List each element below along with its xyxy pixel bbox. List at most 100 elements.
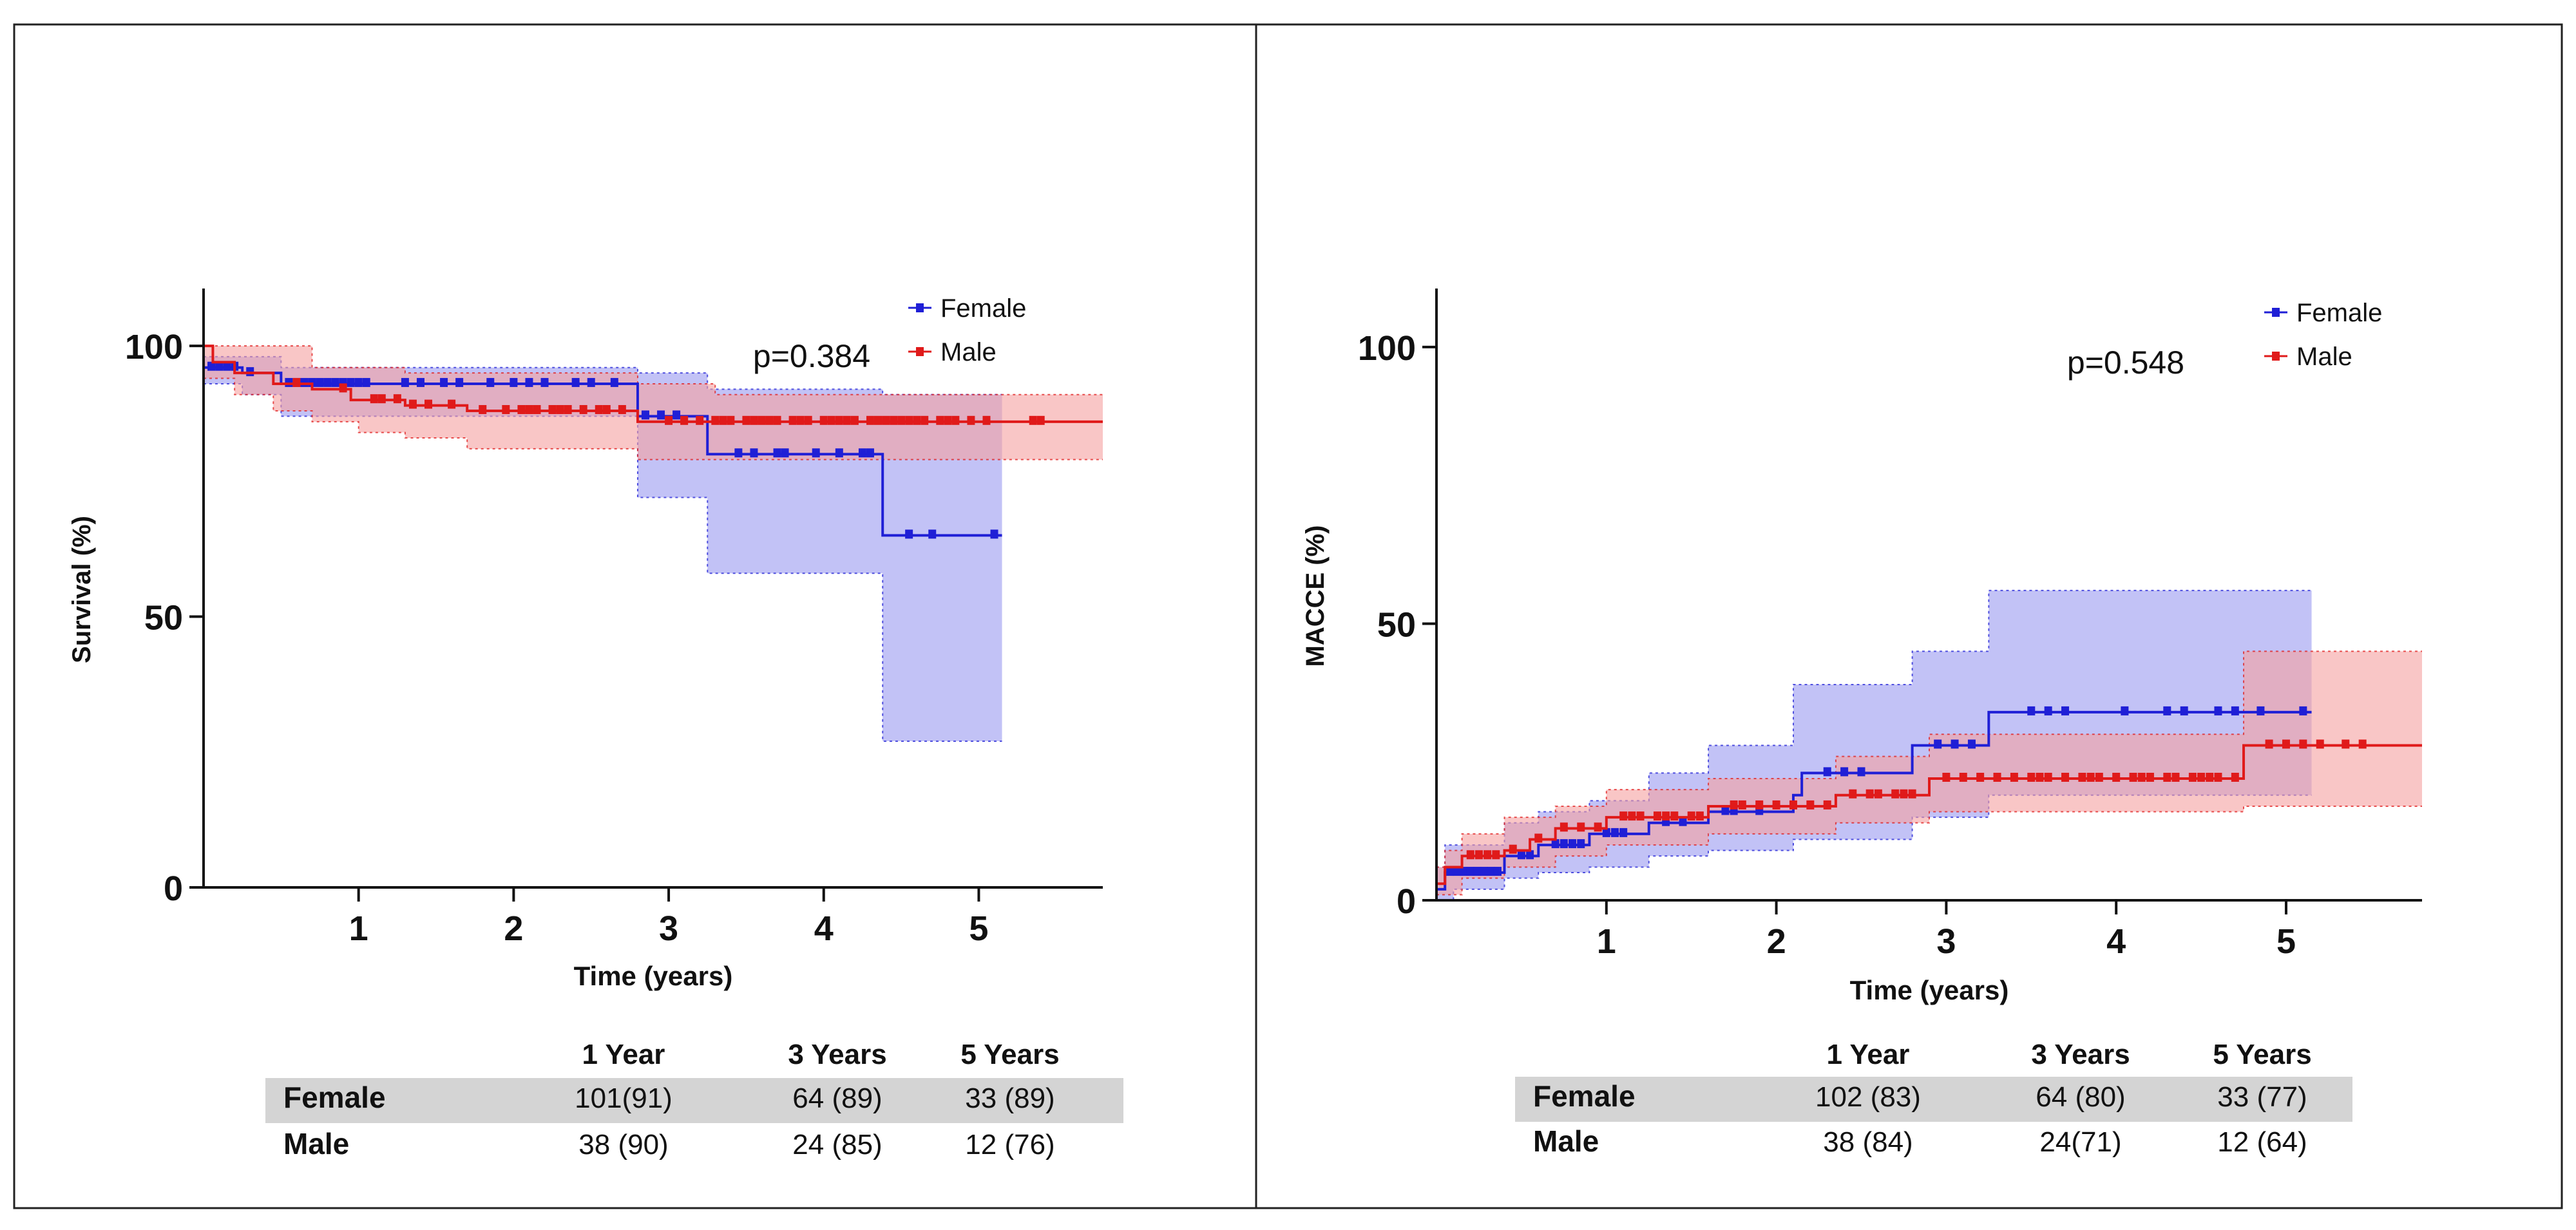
censor-mark-male [696,415,704,425]
censor-mark-male [788,415,797,425]
censor-mark-male [339,383,347,393]
censor-mark-male [796,415,805,425]
censor-mark-male [1484,850,1492,860]
y-tick-label: 100 [125,328,183,366]
censor-mark-female [2163,706,2171,715]
censor-mark-male [1891,789,1900,799]
x-tick-label: 1 [349,909,368,948]
panel-survival: 0 50 100 1 2 3 4 5 Survival (%) Time (years) p=0.3… [68,289,1123,1160]
censor-mark-male [425,399,432,409]
censor-mark-male [727,415,735,425]
censor-mark-female [347,377,355,387]
x-tick-label: 4 [814,909,834,948]
censor-mark-male [874,415,882,425]
censor-mark-male [1619,811,1628,821]
censor-mark-female [1487,867,1495,876]
censor-mark-male [905,415,913,425]
risk-table-cell: 33 (89) [965,1083,1054,1114]
censor-mark-male [1806,800,1815,809]
censor-mark-male [292,377,301,387]
legend-marker-male [916,347,924,356]
censor-mark-female [1473,867,1482,876]
censor-mark-female [928,529,937,539]
censor-mark-male [967,415,975,425]
legend-marker-female [2272,308,2280,317]
ci-upper-male [1436,650,2422,868]
censor-mark-female [812,448,820,458]
censor-mark-female [610,377,618,387]
risk-table-cell: 33 (77) [2217,1081,2307,1113]
censor-mark-male [827,415,835,425]
risk-table-row-label: Female [283,1081,386,1114]
censor-mark-female [525,377,533,387]
censor-mark-male [2206,773,2214,782]
censor-mark-female [2299,706,2307,715]
legend-label-female: Female [940,294,1026,323]
censor-mark-male [2163,773,2171,782]
censor-mark-male [2061,773,2070,782]
risk-table-cell: 24 (85) [792,1129,882,1160]
censor-mark-female [866,448,874,458]
censor-mark-male [773,415,781,425]
censor-mark-male [1036,415,1045,425]
censor-mark-male [618,405,626,414]
censor-mark-male [1628,811,1636,821]
censor-mark-male [2129,773,2137,782]
legend-label-male: Male [940,338,997,366]
x-tick-label: 2 [504,909,523,948]
censor-mark-female [331,377,339,387]
censor-mark-female [455,377,464,387]
censor-mark-male [850,415,859,425]
censor-mark-female [207,361,216,371]
censor-mark-female [1569,839,1577,849]
risk-table-shade [265,1078,1123,1123]
censor-mark-female [486,377,495,387]
censor-mark-female [323,377,332,387]
censor-mark-female [1577,839,1585,849]
censor-mark-male [2358,739,2367,749]
censor-mark-male [913,415,921,425]
censor-mark-male [1942,773,1951,782]
censor-mark-male [2265,739,2273,749]
risk-table-header: 1 Year [582,1039,665,1070]
km-curve-female [1436,710,2312,891]
censor-mark-female [990,529,998,539]
censor-mark-female [1721,806,1730,815]
censor-mark-male [1730,800,1738,809]
censor-mark-male [1509,844,1517,854]
censor-mark-male [579,405,587,414]
censor-mark-male [804,415,812,425]
km-curve-male [204,345,1103,423]
risk-table-header: 1 Year [1827,1039,1910,1070]
ci-lower-male [204,377,1103,460]
censor-mark-female [1967,739,1976,749]
censor-mark-male [1738,800,1746,809]
censor-mark-male [2188,773,2197,782]
risk-table-cell: 38 (90) [578,1129,668,1160]
ci-band-male [1436,651,2422,895]
censor-mark-male [1492,850,1500,860]
censor-mark-male [882,415,890,425]
censor-mark-male [1695,811,1704,821]
x-axis-label: Time (years) [1850,975,2009,1005]
censor-mark-female [587,377,595,387]
censor-mark-male [1993,773,2001,782]
censor-mark-female [1551,839,1560,849]
censor-mark-male [2214,773,2222,782]
censor-mark-male [843,415,851,425]
censor-mark-male [1577,822,1585,832]
censor-mark-male [377,394,386,404]
censor-mark-male [564,405,572,414]
censor-mark-male [479,405,487,414]
censor-mark-male [1755,800,1764,809]
censor-mark-female [858,448,866,458]
p-value: p=0.548 [2067,345,2184,381]
censor-mark-female [773,448,781,458]
censor-mark-male [1662,811,1670,821]
censor-mark-male [819,415,828,425]
censor-mark-male [680,415,689,425]
censor-mark-female [641,410,649,420]
censor-mark-female [734,448,743,458]
censor-mark-female [1840,767,1849,777]
censor-mark-male [765,415,774,425]
